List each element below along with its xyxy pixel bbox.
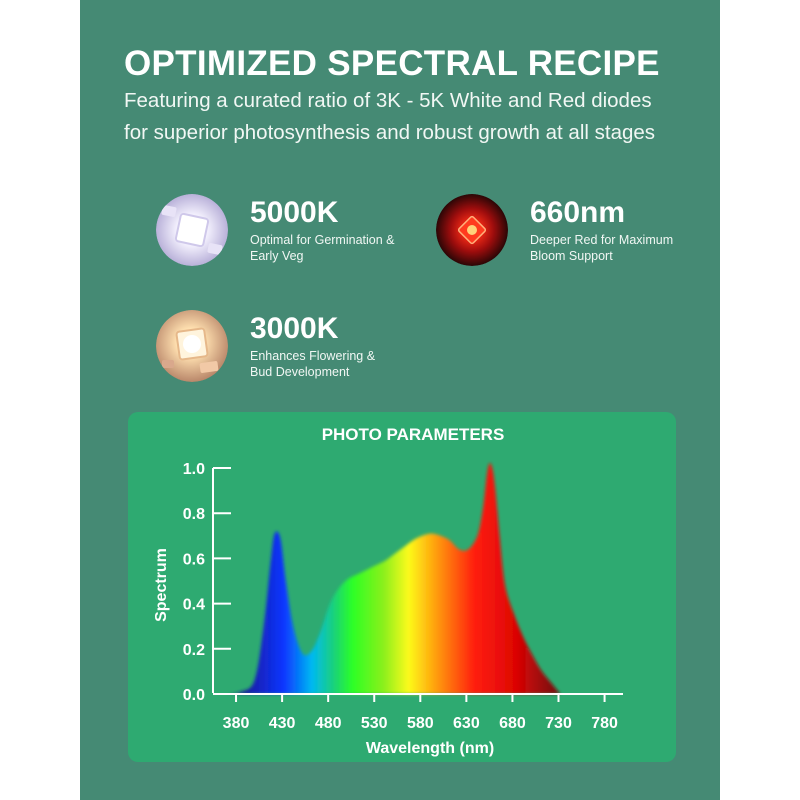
feature-description-line: Optimal for Germination & bbox=[250, 233, 395, 247]
y-tick-label: 0.8 bbox=[183, 506, 205, 523]
chart-title: PHOTO PARAMETERS bbox=[322, 425, 505, 444]
feature-description-line: Bud Development bbox=[250, 365, 350, 379]
y-tick-label: 0.0 bbox=[183, 687, 205, 704]
x-tick-label: 630 bbox=[453, 715, 480, 732]
feature-value: 3000K bbox=[250, 312, 339, 345]
feature-description-line: Deeper Red for Maximum bbox=[530, 233, 674, 247]
y-tick-label: 0.2 bbox=[183, 642, 205, 659]
x-tick-label: 580 bbox=[407, 715, 434, 732]
subtitle-line-2: for superior photosynthesis and robust g… bbox=[124, 121, 656, 144]
y-tick-label: 0.6 bbox=[183, 551, 205, 568]
content-panel: OPTIMIZED SPECTRAL RECIPE Featuring a cu… bbox=[80, 0, 720, 800]
warm-white-led-chip-icon bbox=[156, 310, 228, 382]
page-title: OPTIMIZED SPECTRAL RECIPE bbox=[124, 44, 660, 83]
spectrum-chart-svg: PHOTO PARAMETERS 0.0 0.2 0.4 0.6 0.8 1.0 380 43… bbox=[153, 425, 623, 757]
subtitle-line-1: Featuring a curated ratio of 3K - 5K Whi… bbox=[124, 89, 652, 112]
feature-description-line: Enhances Flowering & bbox=[250, 349, 376, 363]
spectrum-area bbox=[226, 463, 561, 694]
feature-description: Deeper Red for Maximum Bloom Support bbox=[530, 232, 700, 264]
red-led-chip-icon bbox=[436, 194, 508, 266]
y-axis-label: Spectrum bbox=[153, 548, 170, 622]
x-tick-label: 730 bbox=[545, 715, 572, 732]
x-tick-label: 530 bbox=[361, 715, 388, 732]
feature-description: Optimal for Germination & Early Veg bbox=[250, 232, 420, 264]
x-tick-label: 380 bbox=[223, 715, 250, 732]
y-tick-label: 0.4 bbox=[183, 597, 205, 614]
x-tick-label: 780 bbox=[591, 715, 618, 732]
x-tick-label: 680 bbox=[499, 715, 526, 732]
feature-description: Enhances Flowering & Bud Development bbox=[250, 348, 420, 380]
feature-value: 660nm bbox=[530, 196, 626, 229]
feature-description-line: Early Veg bbox=[250, 249, 304, 263]
white-led-chip-icon bbox=[156, 194, 228, 266]
x-axis-label: Wavelength (nm) bbox=[366, 740, 494, 757]
x-tick-label: 430 bbox=[269, 715, 296, 732]
feature-value: 5000K bbox=[250, 196, 339, 229]
x-tick-label: 480 bbox=[315, 715, 342, 732]
y-tick-label: 1.0 bbox=[183, 461, 205, 478]
feature-description-line: Bloom Support bbox=[530, 249, 613, 263]
photo-parameters-chart: PHOTO PARAMETERS 0.0 0.2 0.4 0.6 0.8 1.0 380 43… bbox=[128, 412, 676, 762]
